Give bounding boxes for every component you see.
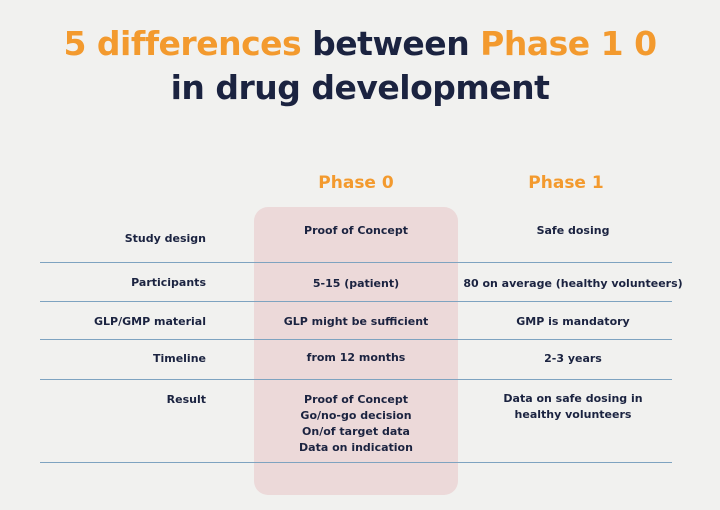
cell-phase1-result: Data on safe dosing in healthy volunteer… (458, 391, 688, 423)
row-label-result: Result (166, 393, 206, 406)
cell-phase0-timeline: from 12 months (306, 351, 406, 364)
cell-phase0-result: Proof of Concept Go/no-go decision On/of… (256, 392, 456, 456)
result-line: Go/no-go decision (300, 409, 412, 422)
row-divider (40, 379, 672, 380)
title-accent-2: Phase 1 0 (480, 24, 657, 63)
cell-phase0-glp-gmp: GLP might be sufficient (283, 315, 429, 328)
cell-phase0-study-design: Proof of Concept (304, 224, 408, 237)
row-label-glp-gmp: GLP/GMP material (94, 315, 206, 328)
column-header-phase0: Phase 0 (318, 173, 394, 193)
title-line-2: in drug development (170, 68, 550, 107)
result-line: On/of target data (302, 425, 410, 438)
result-line: Proof of Concept (304, 393, 408, 406)
row-divider (40, 462, 672, 463)
row-divider (40, 339, 672, 340)
cell-phase0-participants: 5-15 (patient) (312, 277, 400, 290)
result-line: healthy volunteers (514, 408, 632, 421)
title-line-1: 5 differences between Phase 1 0 (0, 22, 720, 66)
result-line: Data on safe dosing in (503, 392, 643, 405)
cell-phase1-timeline: 2-3 years (544, 352, 602, 365)
phase0-highlight-column (254, 207, 458, 495)
cell-phase1-participants: 80 on average (healthy volunteers) (463, 277, 683, 290)
result-line: Data on indication (299, 441, 413, 454)
row-label-participants: Participants (131, 276, 206, 289)
title-accent-1: 5 differences (63, 24, 302, 63)
cell-phase1-study-design: Safe dosing (536, 224, 610, 237)
row-divider (40, 301, 672, 302)
row-label-timeline: Timeline (152, 352, 206, 365)
row-label-study-design: Study design (124, 232, 206, 245)
cell-phase1-glp-gmp: GMP is mandatory (516, 315, 630, 328)
row-divider (40, 262, 672, 263)
page-title: 5 differences between Phase 1 0 in drug … (0, 22, 720, 110)
title-middle: between (301, 24, 481, 63)
column-header-phase1: Phase 1 (528, 173, 604, 193)
